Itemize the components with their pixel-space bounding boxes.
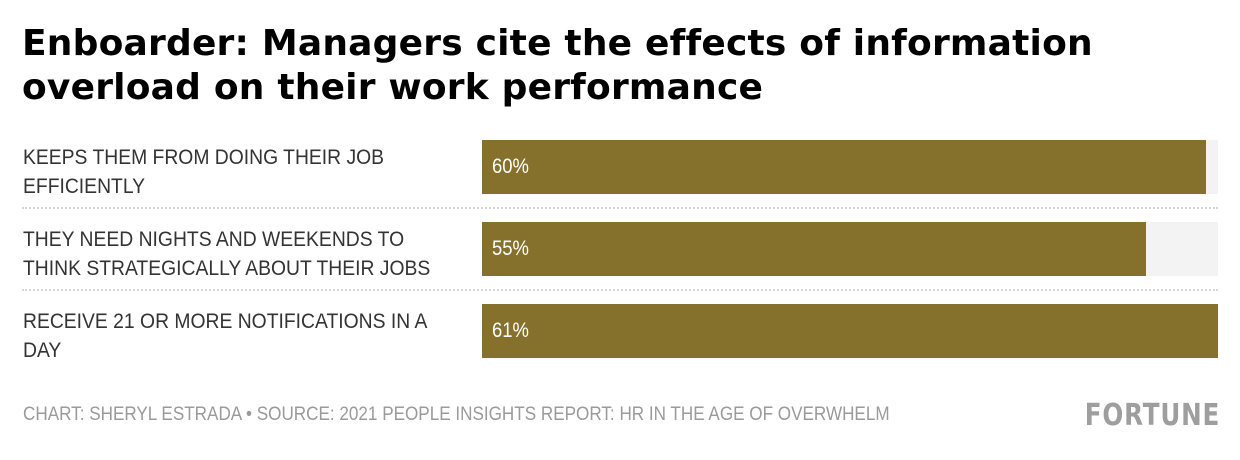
bar [482, 140, 1206, 194]
fortune-logo: FORTUNE [1084, 398, 1220, 433]
bar-track: 61% [482, 304, 1218, 358]
bar [482, 222, 1146, 276]
bar-row: THEY NEED NIGHTS AND WEEKENDS TO THINK S… [0, 213, 1240, 295]
bar-track: 60% [482, 140, 1218, 194]
bar-value-label: 55% [492, 237, 529, 260]
row-separator [22, 289, 1218, 291]
bar-label: KEEPS THEM FROM DOING THEIR JOB EFFICIEN… [23, 146, 385, 198]
bar-value-label: 61% [492, 319, 529, 342]
bar-value-label: 60% [492, 155, 529, 178]
bar-track: 55% [482, 222, 1218, 276]
bar-row: RECEIVE 21 OR MORE NOTIFICATIONS IN A DA… [0, 295, 1240, 377]
bar [482, 304, 1218, 358]
bar-label: RECEIVE 21 OR MORE NOTIFICATIONS IN A DA… [23, 310, 427, 362]
bar-row: KEEPS THEM FROM DOING THEIR JOB EFFICIEN… [0, 131, 1240, 213]
source-credit: CHART: SHERYL ESTRADA • SOURCE: 2021 PEO… [23, 404, 890, 425]
row-separator [22, 207, 1218, 209]
bar-label: THEY NEED NIGHTS AND WEEKENDS TO THINK S… [23, 228, 431, 280]
chart-title: Enboarder: Managers cite the effects of … [22, 23, 1093, 108]
